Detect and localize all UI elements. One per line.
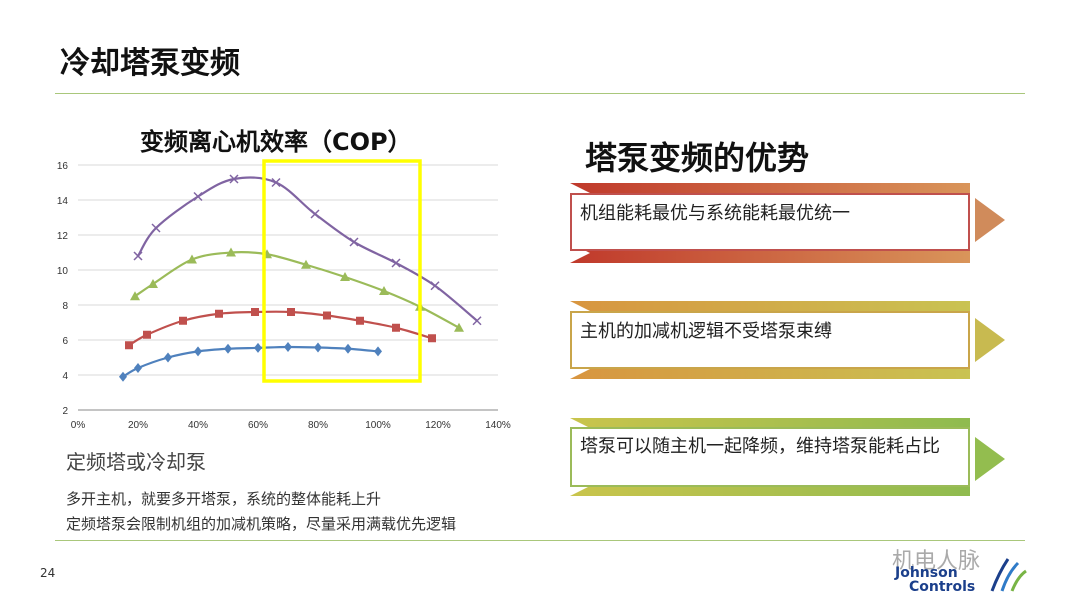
x-tick-label: 0%	[71, 420, 86, 431]
data-point-purple	[472, 316, 482, 326]
advantage-box-3: 塔泵可以随主机一起降频，维持塔泵能耗占比	[570, 427, 970, 487]
logo-line-2: Controls	[909, 579, 976, 595]
x-tick-label: 40%	[188, 420, 208, 431]
data-point-blue	[374, 346, 382, 357]
data-point-purple	[193, 191, 203, 202]
data-point-green	[226, 247, 236, 257]
logo-line-1: Johnson	[895, 565, 958, 581]
advantage-box-1: 机组能耗最优与系统能耗最优统一	[570, 193, 970, 251]
data-point-purple	[133, 251, 143, 261]
advantage-arrow-2	[975, 318, 1005, 362]
data-point-green	[340, 272, 350, 281]
footer-divider	[55, 540, 1025, 541]
y-tick-label: 16	[57, 161, 69, 172]
data-point-blue	[284, 342, 292, 352]
data-point-blue	[314, 342, 322, 353]
x-tick-label: 120%	[425, 420, 451, 431]
data-point-blue	[134, 363, 142, 373]
data-point-red	[356, 316, 364, 325]
advantage-text-2: 主机的加减机逻辑不受塔泵束缚	[580, 321, 832, 342]
y-tick-label: 12	[57, 231, 69, 242]
data-point-red	[125, 341, 133, 350]
y-tick-label: 4	[62, 371, 68, 382]
series-line-green	[134, 251, 460, 329]
data-point-purple	[391, 258, 401, 268]
data-point-green	[454, 322, 464, 332]
data-point-red	[323, 311, 331, 320]
x-tick-label: 140%	[485, 420, 511, 431]
advantage-box-2: 主机的加减机逻辑不受塔泵束缚	[570, 311, 970, 369]
data-point-green	[187, 254, 197, 264]
data-point-purple	[229, 174, 239, 184]
data-point-blue	[119, 371, 127, 382]
data-point-red	[287, 308, 295, 316]
highlight-box	[262, 159, 422, 383]
advantages-title: 塔泵变频的优势	[585, 139, 810, 177]
data-point-purple	[151, 223, 161, 233]
slide-title: 冷却塔泵变频	[60, 46, 240, 81]
x-tick-label: 60%	[248, 420, 268, 431]
data-point-red	[251, 308, 259, 316]
data-point-red	[179, 316, 187, 325]
data-point-green	[148, 279, 158, 288]
data-point-red	[428, 334, 436, 343]
y-tick-label: 14	[57, 196, 69, 207]
data-point-blue	[164, 352, 172, 363]
data-point-green	[301, 259, 311, 269]
data-point-purple	[271, 177, 281, 188]
chart-title: 变频离心机效率（COP）	[140, 128, 412, 156]
data-point-red	[143, 330, 151, 339]
data-point-blue	[194, 346, 202, 357]
series-line-red	[128, 310, 433, 347]
fixed-frequency-heading: 定频塔或冷却泵	[66, 450, 206, 474]
johnson-controls-logo: Johnson Controls	[895, 566, 975, 594]
logo-mark-icon	[990, 558, 1027, 592]
data-point-purple	[430, 281, 440, 291]
y-tick-label: 8	[62, 301, 68, 312]
advantage-text-3: 塔泵可以随主机一起降频，维持塔泵能耗占比	[580, 436, 940, 457]
data-point-blue	[344, 343, 352, 354]
page-number: 24	[40, 566, 56, 580]
data-point-green	[130, 291, 140, 301]
watermark-text: 机电人脉	[892, 549, 981, 574]
advantage-text-1: 机组能耗最优与系统能耗最优统一	[580, 203, 850, 224]
x-tick-label: 80%	[308, 420, 328, 431]
x-tick-label: 20%	[128, 420, 148, 431]
data-point-purple	[310, 209, 320, 219]
advantage-arrow-1	[975, 198, 1005, 242]
data-point-blue	[254, 342, 262, 353]
data-point-blue	[224, 343, 232, 354]
y-tick-label: 6	[62, 336, 68, 347]
series-line-blue	[122, 345, 379, 378]
note-line-2: 定频塔泵会限制机组的加减机策略，尽量采用满载优先逻辑	[66, 515, 457, 533]
advantage-arrow-3	[975, 437, 1005, 481]
data-point-red	[215, 309, 223, 318]
series-line-purple	[137, 176, 478, 322]
note-line-1: 多开主机，就要多开塔泵，系统的整体能耗上升	[66, 490, 382, 508]
data-point-purple	[349, 237, 359, 247]
data-point-red	[392, 323, 400, 332]
y-tick-label: 10	[57, 266, 69, 277]
data-point-green	[379, 286, 389, 295]
cop-line-chart: 2 4 6 8 10 12 14 16 0% 20% 40% 60% 80% 100% 120% 140%	[57, 159, 511, 431]
x-tick-label: 100%	[365, 420, 391, 431]
y-tick-label: 2	[62, 406, 68, 417]
title-divider	[55, 93, 1025, 94]
